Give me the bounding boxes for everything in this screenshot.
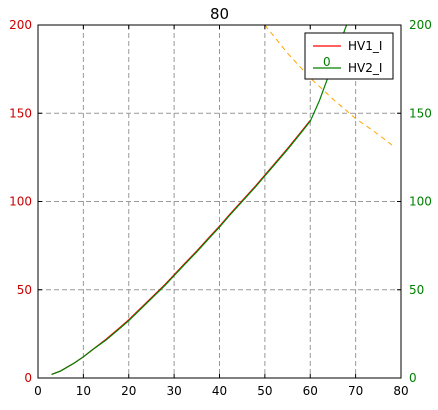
grid-layer <box>38 25 401 378</box>
series-line-hv2-i <box>51 25 348 376</box>
x-tick-label: 40 <box>212 384 227 398</box>
x-tick-label: 0 <box>34 384 42 398</box>
y2-tick-label: 0 <box>409 371 417 385</box>
legend-extra-label: 0 <box>323 55 331 69</box>
series-line-dashed <box>264 25 393 146</box>
legend-box <box>304 32 394 80</box>
y-tick-label: 100 <box>9 195 32 209</box>
y2-tick-label: 50 <box>409 283 424 297</box>
y2-tick-label: 150 <box>409 106 432 120</box>
x-tick-label: 70 <box>348 384 363 398</box>
y-tick-label: 0 <box>24 371 32 385</box>
x-tick-label: 10 <box>76 384 91 398</box>
x-tick-label: 60 <box>303 384 318 398</box>
y-tick-label: 150 <box>9 106 32 120</box>
legend: HV1_I HV2_I 0 <box>304 32 394 80</box>
chart-title: 80 <box>210 5 229 23</box>
x-tick-label: 80 <box>393 384 408 398</box>
x-tick-label: 20 <box>121 384 136 398</box>
x-tick-label: 50 <box>257 384 272 398</box>
x-tick-label: 30 <box>166 384 181 398</box>
series-layer <box>51 25 393 376</box>
tick-layer: 0 10 20 30 40 50 60 70 8005010015020005010015020… <box>9 18 432 398</box>
y2-tick-label: 100 <box>409 195 432 209</box>
y2-tick-label: 200 <box>409 18 432 32</box>
legend-label: HV1_I <box>348 39 382 53</box>
y-tick-label: 50 <box>17 283 32 297</box>
y-tick-label: 200 <box>9 18 32 32</box>
legend-label: HV2_I <box>348 61 382 75</box>
